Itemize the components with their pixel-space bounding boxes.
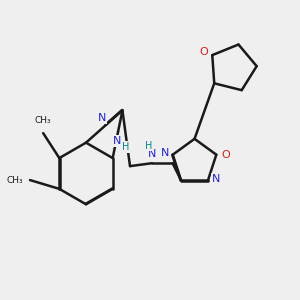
Text: O: O xyxy=(221,150,230,160)
Text: O: O xyxy=(199,47,208,57)
Text: H: H xyxy=(122,142,129,152)
Text: H: H xyxy=(145,141,152,151)
Text: CH₃: CH₃ xyxy=(6,176,22,184)
Text: CH₃: CH₃ xyxy=(35,116,52,125)
Text: N: N xyxy=(98,113,106,123)
Text: N: N xyxy=(212,174,220,184)
Text: N: N xyxy=(112,136,121,146)
Text: N: N xyxy=(160,148,169,158)
Text: N: N xyxy=(148,149,156,159)
